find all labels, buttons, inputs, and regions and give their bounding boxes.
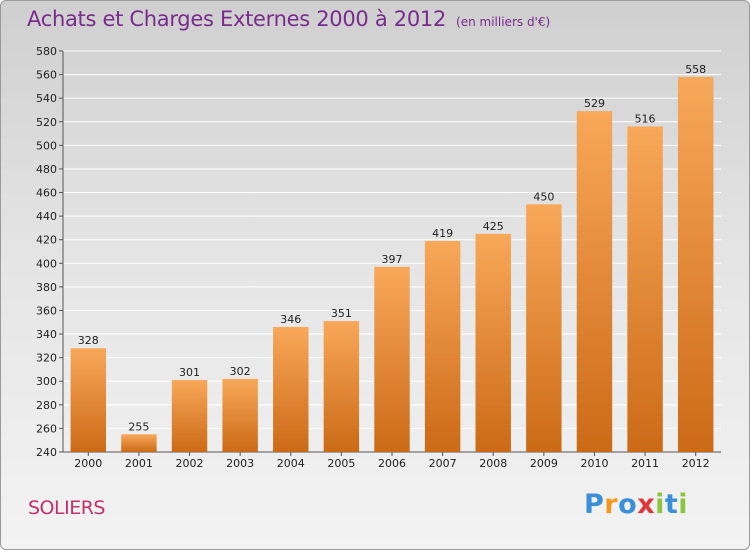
bar-value-label: 302 — [230, 365, 251, 378]
x-tick-label: 2006 — [378, 457, 406, 470]
y-tick-label: 360 — [36, 304, 57, 317]
chart-title: Achats et Charges Externes 2000 à 2012 (e… — [27, 7, 550, 31]
x-tick-label: 2012 — [682, 457, 710, 470]
y-tick-label: 560 — [36, 69, 57, 82]
x-tick-label: 2003 — [226, 457, 254, 470]
bar-value-label: 516 — [635, 112, 656, 125]
x-tick-label: 2004 — [277, 457, 305, 470]
chart-title-text: Achats et Charges Externes 2000 à 2012 — [27, 7, 447, 31]
y-tick-label: 580 — [36, 45, 57, 58]
logo-letter: P — [584, 489, 605, 520]
y-tick-label: 320 — [36, 352, 57, 365]
location-name: SOLIERS — [28, 497, 105, 519]
bar-value-label: 558 — [685, 63, 706, 76]
logo-letter: x — [637, 489, 656, 520]
bar[interactable] — [70, 348, 107, 452]
x-tick-label: 2007 — [429, 457, 457, 470]
x-tick-label: 2001 — [125, 457, 153, 470]
logo-letter: o — [618, 489, 638, 520]
bar[interactable] — [526, 204, 562, 452]
x-tick-label: 2008 — [479, 457, 507, 470]
y-tick-label: 520 — [36, 116, 57, 129]
chart-subtitle: (en milliers d'€) — [456, 15, 551, 29]
bar-value-label: 425 — [483, 220, 504, 233]
bar-value-label: 346 — [280, 313, 301, 326]
bar[interactable] — [374, 266, 410, 452]
proxiti-logo[interactable]: Proxiti — [584, 489, 688, 520]
x-tick-label: 2005 — [327, 457, 355, 470]
bar[interactable] — [273, 326, 309, 452]
x-tick-label: 2011 — [631, 457, 659, 470]
y-tick-label: 440 — [36, 210, 57, 223]
bar-value-label: 529 — [584, 97, 605, 110]
bar-value-label: 255 — [128, 420, 149, 433]
bar[interactable] — [475, 233, 511, 452]
y-tick-label: 460 — [36, 187, 57, 200]
y-tick-label: 240 — [36, 446, 57, 459]
bar[interactable] — [121, 434, 157, 452]
y-tick-label: 340 — [36, 328, 57, 341]
y-tick-label: 540 — [36, 92, 57, 105]
logo-letter: r — [604, 489, 619, 520]
bar[interactable] — [627, 126, 663, 452]
x-tick-label: 2002 — [176, 457, 204, 470]
x-tick-label: 2010 — [580, 457, 608, 470]
x-tick-label: 2009 — [530, 457, 558, 470]
bar[interactable] — [576, 111, 613, 453]
y-tick-label: 500 — [36, 139, 57, 152]
y-tick-label: 400 — [36, 257, 57, 270]
y-tick-label: 380 — [36, 281, 57, 294]
bar-value-label: 328 — [78, 334, 99, 347]
bar-value-label: 351 — [331, 307, 352, 320]
y-tick-label: 480 — [36, 163, 57, 176]
logo-letter: i — [655, 489, 665, 520]
y-tick-label: 420 — [36, 234, 57, 247]
bar[interactable] — [424, 240, 461, 452]
bar[interactable] — [222, 378, 258, 452]
bar-value-label: 397 — [382, 253, 403, 266]
y-tick-label: 300 — [36, 375, 57, 388]
bar-value-label: 419 — [432, 227, 453, 240]
y-tick-label: 280 — [36, 399, 57, 412]
bar-value-label: 301 — [179, 366, 200, 379]
bar[interactable] — [677, 76, 714, 453]
bar-value-label: 450 — [533, 190, 554, 203]
logo-letter: t — [664, 489, 679, 520]
bar[interactable] — [171, 380, 208, 452]
y-tick-label: 260 — [36, 422, 57, 435]
x-tick-label: 2000 — [74, 457, 102, 470]
bar[interactable] — [323, 321, 360, 452]
logo-letter: i — [678, 489, 689, 520]
